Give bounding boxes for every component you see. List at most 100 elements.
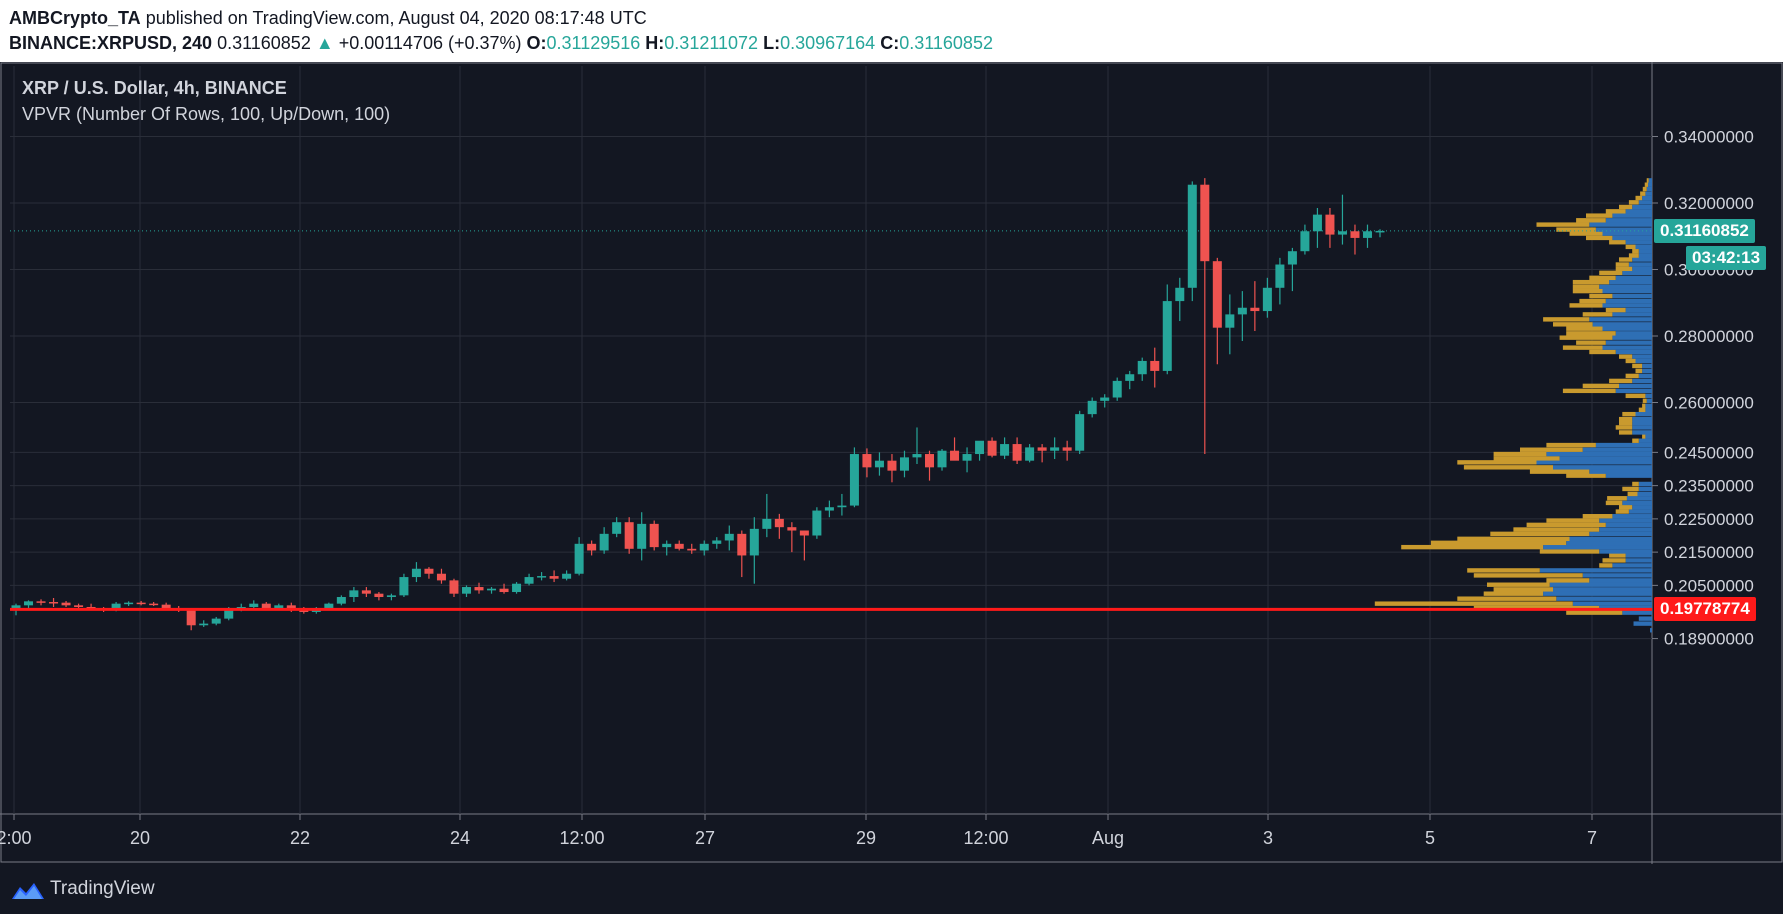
volume-profile-up-bar — [1589, 317, 1652, 322]
time-tick-label: 12:00 — [963, 828, 1008, 848]
volume-profile-up-bar — [1572, 601, 1652, 606]
volume-profile-down-bar — [1579, 298, 1606, 304]
volume-profile-down-bar — [1536, 222, 1590, 227]
candle-body-up — [662, 543, 672, 548]
volume-profile-down-bar — [1644, 182, 1649, 187]
candle-body-up — [1125, 374, 1135, 381]
candle-body-up — [11, 605, 21, 611]
volume-profile-up-bar — [1635, 411, 1652, 417]
volume-profile-up-bar — [1645, 407, 1652, 413]
volume-profile-down-bar — [1635, 368, 1643, 374]
candle-body-up — [399, 577, 409, 596]
last-price: 0.31160852 — [217, 33, 311, 53]
volume-profile-up-bar — [1632, 257, 1652, 262]
volume-profile-up-bar — [1632, 354, 1652, 359]
volume-profile-down-bar — [1622, 486, 1639, 492]
time-tick-label: 29 — [856, 828, 876, 848]
indicator-legend[interactable]: VPVR (Number Of Rows, 100, Up/Down, 100) — [22, 104, 391, 124]
candle-body-up — [336, 597, 346, 604]
volume-profile-down-bar — [1625, 373, 1639, 379]
candle-body-up — [211, 618, 221, 624]
candle-body-down — [74, 605, 84, 607]
candle-body-down — [136, 602, 146, 605]
volume-profile-down-bar — [1609, 553, 1626, 558]
candle-body-down — [36, 601, 46, 603]
volume-profile-up-bar — [1605, 218, 1652, 223]
volume-profile-up-bar — [1615, 388, 1652, 394]
volume-profile-down-bar — [1582, 514, 1613, 519]
volume-profile-up-bar — [1638, 438, 1652, 443]
candle-body-down — [950, 450, 960, 461]
volume-profile-down-bar — [1615, 509, 1629, 514]
candlestick-chart[interactable]: 0.340000000.320000000.300000000.28000000… — [0, 62, 1783, 864]
price-tick-label: 0.20500000 — [1664, 576, 1754, 595]
candle-body-down — [424, 568, 434, 574]
chart-legend-title[interactable]: XRP / U.S. Dollar, 4h, BINANCE — [22, 78, 287, 98]
candle-body-up — [236, 606, 246, 609]
volume-profile-up-bar — [1638, 616, 1652, 621]
change-up-icon: ▲ — [315, 33, 334, 53]
chart-header: AMBCrypto_TA published on TradingView.co… — [0, 0, 1783, 62]
candle-body-down — [737, 533, 747, 556]
chart-area[interactable]: 0.34000000 0.32000000 0.30000000 0.28000000… — [0, 62, 1783, 864]
volume-profile-down-bar — [1602, 558, 1626, 563]
candle-body-up — [487, 588, 497, 591]
volume-profile-down-bar — [1625, 393, 1646, 399]
volume-profile-down-bar — [1582, 383, 1619, 389]
candle-body-up — [324, 603, 334, 609]
volume-profile-down-bar — [1543, 317, 1590, 322]
volume-profile-up-bar — [1612, 235, 1652, 241]
volume-profile-down-bar — [1642, 398, 1647, 404]
candle-body-down — [924, 454, 935, 468]
volume-profile-up-bar — [1589, 469, 1652, 474]
volume-profile-down-bar — [1572, 288, 1603, 294]
volume-profile-down-bar — [1627, 491, 1638, 497]
chart-frame — [0, 62, 1783, 863]
price-tick-label: 0.28000000 — [1664, 327, 1754, 346]
volume-profile-down-bar — [1556, 227, 1596, 232]
volume-profile-down-bar — [1572, 284, 1600, 289]
volume-profile-up-bar — [1609, 279, 1652, 285]
time-tick-label: 5 — [1425, 828, 1435, 848]
volume-profile-down-bar — [1566, 610, 1623, 615]
volume-profile-up-bar — [1589, 222, 1652, 227]
volume-profile-up-bar — [1612, 293, 1652, 299]
volume-profile-up-bar — [1642, 195, 1652, 201]
volume-profile-down-bar — [1457, 596, 1557, 601]
published-text: published on TradingView.com, August 04,… — [145, 8, 647, 28]
volume-profile-up-bar — [1646, 186, 1652, 192]
volume-profile-down-bar — [1457, 460, 1537, 465]
volume-profile-up-bar — [1536, 460, 1652, 465]
volume-profile-up-bar — [1589, 531, 1652, 537]
volume-profile-up-bar — [1645, 403, 1652, 409]
volume-profile-up-bar — [1599, 549, 1652, 554]
candle-body-down — [774, 518, 784, 528]
volume-profile-down-bar — [1586, 213, 1613, 218]
volume-profile-up-bar — [1642, 363, 1652, 369]
price-tick-label: 0.32000000 — [1664, 194, 1754, 213]
volume-profile-up-bar — [1622, 610, 1652, 615]
author-name[interactable]: AMBCrypto_TA — [9, 8, 141, 28]
volume-profile-up-bar — [1592, 322, 1652, 327]
volume-profile-up-bar — [1602, 345, 1652, 350]
candle-body-up — [724, 533, 734, 541]
tradingview-logo-icon[interactable] — [10, 879, 46, 901]
time-tick-label: 27 — [695, 828, 715, 848]
volume-profile-up-bar — [1638, 373, 1652, 379]
volume-profile-down-bar — [1638, 407, 1646, 413]
candle-body-up — [224, 608, 234, 619]
price-tick-label: 0.21500000 — [1664, 543, 1754, 562]
volume-profile-up-bar — [1595, 227, 1652, 232]
volume-profile-up-bar — [1602, 303, 1652, 308]
volume-profile-down-bar — [1572, 279, 1610, 285]
volume-profile-down-bar — [1546, 518, 1600, 523]
candle-body-up — [837, 505, 847, 508]
volume-profile-up-bar — [1553, 465, 1652, 470]
volume-profile-up-bar — [1628, 262, 1652, 267]
candle-body-up — [824, 507, 834, 511]
volume-profile-up-bar — [1543, 591, 1652, 596]
tradingview-brand[interactable]: TradingView — [50, 878, 155, 899]
volume-profile-up-bar — [1632, 266, 1652, 272]
publish-info: AMBCrypto_TA published on TradingView.co… — [9, 8, 647, 29]
volume-profile-up-bar — [1602, 288, 1652, 294]
